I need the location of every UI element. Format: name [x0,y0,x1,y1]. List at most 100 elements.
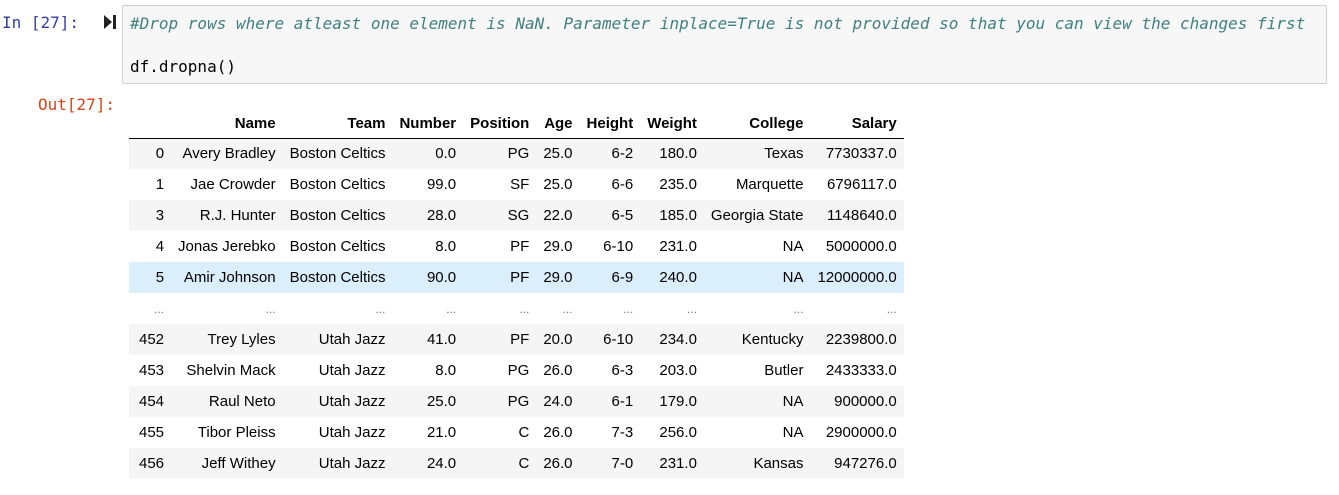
table-cell-college: ... [793,301,804,316]
table-cell-name: ... [265,301,276,316]
table-cell-number: ... [446,301,457,316]
column-header-salary: Salary [810,109,904,139]
table-cell-index: 1 [155,176,165,193]
table-row: 0 Avery Bradley Boston Celtics 0.0 PG 25.0 6-2… [129,138,904,169]
table-cell-number: 90.0 [426,269,457,286]
table-cell-height: 6-3 [611,362,634,379]
table-row: 456 Jeff Withey Utah Jazz 24.0 C 26.0 7-0 231.0… [129,448,904,479]
table-cell-team: ... [375,301,386,316]
table-cell-position: PF [510,331,530,348]
table-cell-height: 6-10 [603,331,634,348]
column-header-name: Name [171,109,283,139]
table-cell-position: SF [510,176,530,193]
table-cell-number: 8.0 [435,238,457,255]
table-cell-weight: 185.0 [659,207,697,224]
table-cell-name: Avery Bradley [182,145,276,163]
table-cell-number: 28.0 [426,207,457,224]
table-cell-weight: 234.0 [659,331,697,348]
table-cell-weight: 235.0 [659,176,697,193]
table-cell-weight: 203.0 [659,362,697,379]
table-cell-height: 7-3 [611,424,634,441]
table-cell-position: ... [519,301,530,316]
table-cell-height: 6-9 [611,269,634,286]
table-row: 4 Jonas Jerebko Boston Celtics 8.0 PF 29.0 6-1… [129,231,904,262]
table-cell-salary: 947276.0 [834,455,897,472]
table-cell-college: Marquette [735,176,804,193]
table-cell-team: Boston Celtics [289,145,386,163]
column-header-index [129,109,172,139]
table-cell-salary: 5000000.0 [825,238,897,255]
table-cell-index: 455 [139,424,165,441]
table-cell-salary: 6796117.0 [826,176,897,193]
table-cell-team: Boston Celtics [289,176,386,193]
table-cell-college: Texas [764,145,804,163]
table-cell-salary: 7730337.0 [825,145,897,163]
dataframe-table: Name Team Number Position Age Height Wei… [129,109,904,479]
table-row: 455 Tibor Pleiss Utah Jazz 21.0 C 26.0 7-3 256.… [129,417,904,448]
column-header-team: Team [282,109,393,139]
table-cell-index: 452 [139,331,165,348]
code-line: df.dropna() [130,57,236,76]
table-cell-weight: 256.0 [659,424,697,441]
table-cell-age: 25.0 [543,176,573,193]
table-cell-index: 5 [155,269,165,286]
table-cell-team: Boston Celtics [289,238,386,255]
table-cell-weight: 231.0 [659,455,697,472]
table-cell-index: 453 [139,362,165,379]
table-cell-team: Utah Jazz [318,331,386,348]
table-row: 3 R.J. Hunter Boston Celtics 28.0 SG 22.0 6-5 1… [129,200,904,231]
table-cell-number: 25.0 [426,393,457,410]
column-header-height: Height [579,109,641,139]
table-cell-weight: 180.0 [659,145,697,163]
in-prompt: In [27]: [2,13,80,32]
table-cell-age: 26.0 [543,455,573,472]
table-cell-college: Kentucky [741,331,804,348]
code-comment: #Drop rows where atleast one element is … [130,14,1306,33]
table-cell-position: PF [510,269,530,286]
table-cell-index: 454 [139,393,165,410]
table-cell-name: Jeff Withey [201,455,276,472]
table-row: 454 Raul Neto Utah Jazz 25.0 PG 24.0 6-1 179.0 N… [129,386,904,417]
table-cell-height: 6-2 [611,145,634,163]
code-input-area[interactable]: #Drop rows where atleast one element is … [122,5,1327,84]
table-cell-age: 24.0 [543,393,573,410]
table-cell-salary: ... [886,301,897,316]
table-cell-position: PG [507,362,530,379]
table-cell-number: 99.0 [426,176,457,193]
table-cell-height: 6-5 [611,207,634,224]
table-cell-weight: ... [686,301,697,316]
table-cell-age: 29.0 [543,238,573,255]
run-cell-icon[interactable] [103,14,117,30]
table-cell-age: 20.0 [543,331,573,348]
table-cell-position: C [518,424,530,441]
table-header-row: Name Team Number Position Age Height Wei… [129,109,904,139]
table-cell-height: ... [623,301,634,316]
table-cell-college: Georgia State [710,207,804,224]
table-cell-college: NA [782,269,804,286]
column-header-age: Age [536,109,580,139]
column-header-weight: Weight [640,109,704,139]
table-cell-height: 6-6 [611,176,634,193]
table-cell-salary: 2433333.0 [825,362,897,379]
table-cell-position: PG [507,145,530,163]
table-row: 1 Jae Crowder Boston Celtics 99.0 SF 25.0 6-6 2… [129,169,904,200]
column-header-college: College [703,109,811,139]
table-cell-team: Utah Jazz [318,393,386,410]
table-row: 452 Trey Lyles Utah Jazz 41.0 PF 20.0 6-10 234.… [129,324,904,355]
table-cell-number: 24.0 [426,455,457,472]
table-cell-name: Jae Crowder [190,176,276,193]
table-cell-number: 8.0 [435,362,457,379]
table-ellipsis-row: .............................. [129,293,904,324]
out-prompt: Out[27]: [38,95,116,114]
table-cell-team: Utah Jazz [318,362,386,379]
table-cell-index: 456 [139,455,165,472]
table-cell-index: 4 [155,238,165,255]
table-row: 453 Shelvin Mack Utah Jazz 8.0 PG 26.0 6-3 203.… [129,355,904,386]
table-cell-age: ... [562,301,573,316]
table-cell-salary: 2900000.0 [825,424,897,441]
table-cell-position: C [518,455,530,472]
table-cell-salary: 900000.0 [834,393,897,410]
table-cell-name: Jonas Jerebko [178,238,276,255]
table-cell-position: SG [507,207,530,224]
table-cell-number: 41.0 [426,331,457,348]
